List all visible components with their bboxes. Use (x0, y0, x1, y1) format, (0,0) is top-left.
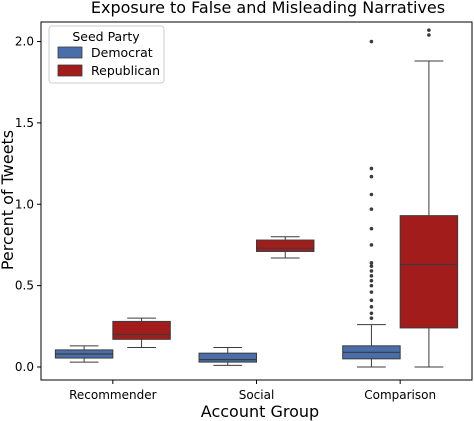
outlier-point (369, 304, 374, 309)
outlier-point (369, 226, 374, 231)
outlier-point (369, 298, 374, 303)
outlier-point (369, 39, 374, 44)
outlier-point (369, 283, 374, 288)
x-tick-label-comparison: Comparison (364, 388, 436, 402)
plot-area (54, 28, 459, 368)
legend-label-democrat: Democrat (91, 45, 153, 60)
outlier-point (369, 207, 374, 211)
outlier-point (369, 192, 374, 197)
box-democrat-recommender (54, 345, 114, 363)
outlier-point (369, 278, 374, 283)
outlier-point (369, 166, 374, 171)
iqr-box (198, 352, 258, 363)
y-tick-label: 1.5 (15, 116, 34, 130)
outlier-point (369, 174, 374, 179)
x-axis-label: Account Group (201, 402, 319, 421)
x-tick-label-recommender: Recommender (69, 388, 156, 402)
y-axis-label: Percent of Tweets (0, 130, 17, 270)
iqr-box (112, 320, 171, 340)
iqr-box (399, 215, 459, 329)
outlier-point (369, 274, 374, 278)
outlier-point (427, 28, 431, 32)
box-republican-comparison (399, 28, 459, 368)
y-tick-label: 0.0 (15, 360, 34, 374)
box-democrat-comparison (342, 39, 401, 368)
y-tick-label: 0.5 (15, 279, 34, 293)
outlier-point (369, 243, 374, 247)
outlier-point (369, 269, 374, 273)
outlier-point (369, 316, 374, 320)
chart-title: Exposure to False and Misleading Narrati… (91, 0, 445, 17)
outlier-point (369, 311, 374, 316)
legend-title: Seed Party (72, 29, 140, 44)
iqr-box (256, 239, 315, 252)
y-tick-label: 2.0 (15, 35, 34, 49)
box-democrat-social (198, 346, 258, 366)
legend-label-republican: Republican (91, 63, 160, 78)
legend: Seed Party Democrat Republican (48, 25, 165, 84)
outlier-point (369, 290, 374, 294)
box-republican-social (256, 236, 315, 259)
y-tick-label: 1.0 (15, 197, 34, 211)
x-axis-ticks: Recommender Social Comparison (69, 380, 436, 402)
outlier-point (369, 264, 374, 268)
outlier-point (369, 261, 374, 265)
x-tick-label-social: Social (239, 388, 275, 402)
box-republican-recommender (112, 317, 171, 348)
legend-swatch-democrat (57, 46, 83, 59)
legend-swatch-republican (57, 64, 83, 77)
y-axis-ticks: 0.0 0.5 1.0 1.5 2.0 (15, 35, 41, 374)
outlier-point (427, 33, 431, 37)
